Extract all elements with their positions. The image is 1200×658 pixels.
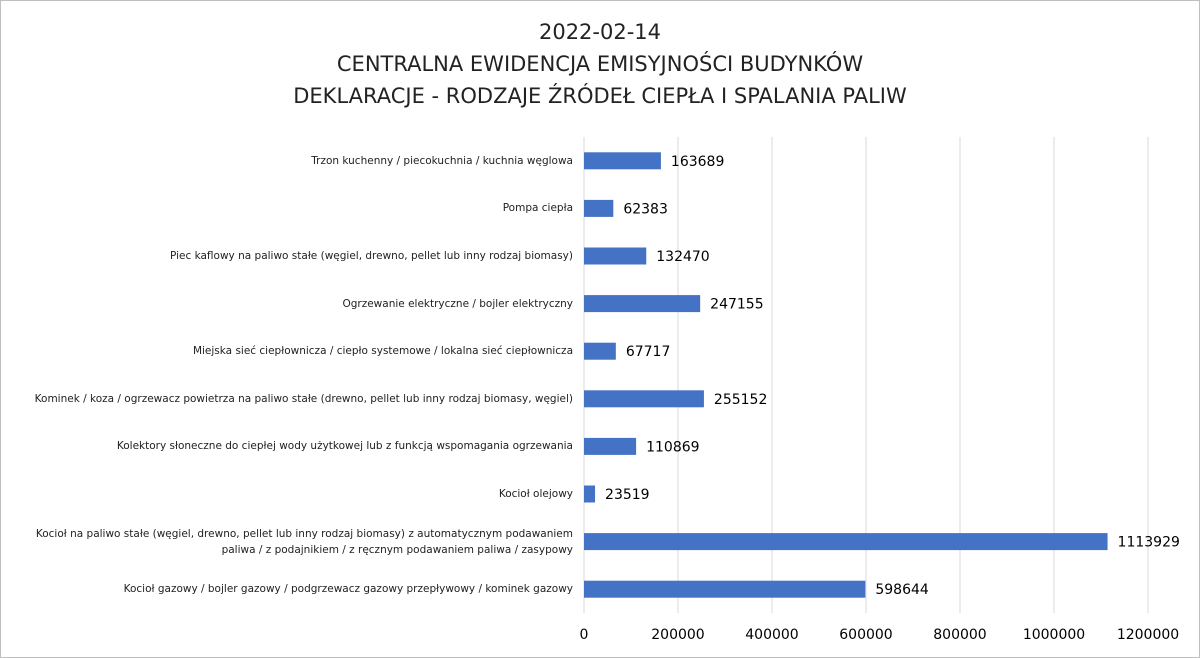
- data-label: 255152: [714, 392, 767, 408]
- x-tick-label: 0: [580, 627, 589, 643]
- x-tick-label: 1000000: [1023, 627, 1085, 643]
- data-label: 62383: [623, 201, 668, 217]
- y-tick-label: Kocioł gazowy / bojler gazowy / podgrzew…: [123, 583, 573, 596]
- data-label: 598644: [875, 582, 929, 598]
- y-tick-label: Kominek / koza / ogrzewacz powietrza na …: [34, 392, 573, 405]
- bar: [584, 152, 661, 170]
- data-label: 163689: [671, 154, 724, 170]
- y-tick-label: Miejska sieć ciepłownicza / ciepło syste…: [192, 345, 573, 358]
- y-tick-label: Ogrzewanie elektryczne / bojler elektryc…: [342, 297, 573, 310]
- bar: [584, 295, 701, 313]
- x-tick-label: 1200000: [1117, 627, 1179, 643]
- data-label: 67717: [626, 344, 671, 360]
- y-tick-label: Trzon kuchenny / piecokuchnia / kuchnia …: [311, 154, 573, 167]
- y-tick-label: Kocioł olejowy: [498, 488, 573, 500]
- bar: [584, 247, 647, 265]
- y-tick-label: Pompa ciepła: [502, 202, 573, 215]
- x-tick-label: 200000: [651, 627, 704, 643]
- data-label: 110869: [646, 439, 699, 455]
- data-label: 23519: [605, 487, 650, 503]
- bar: [584, 533, 1108, 551]
- bar: [584, 342, 616, 360]
- data-label: 132470: [656, 249, 709, 265]
- data-label: 1113929: [1118, 535, 1180, 551]
- chart-title: CENTRALNA EWIDENCJA EMISYJNOŚCI BUDYNKÓW: [337, 51, 863, 76]
- bar: [584, 437, 637, 455]
- chart-title: 2022-02-14: [539, 20, 661, 44]
- bar: [584, 485, 596, 503]
- bar: [584, 390, 704, 408]
- x-tick-label: 400000: [745, 627, 798, 643]
- y-tick-label: Kolektory słoneczne do ciepłej wody użyt…: [116, 440, 573, 453]
- bar: [584, 580, 866, 598]
- bar: [584, 199, 614, 217]
- data-label: 247155: [710, 297, 763, 313]
- y-tick-label: Kocioł na paliwo stałe (węgiel, drewno, …: [35, 527, 573, 556]
- chart-title: DEKLARACJE - RODZAJE ŹRÓDEŁ CIEPŁA I SPA…: [293, 83, 907, 108]
- y-tick-label: Piec kaflowy na paliwo stałe (węgiel, dr…: [170, 250, 573, 262]
- x-tick-label: 800000: [933, 627, 986, 643]
- x-tick-label: 600000: [839, 627, 892, 643]
